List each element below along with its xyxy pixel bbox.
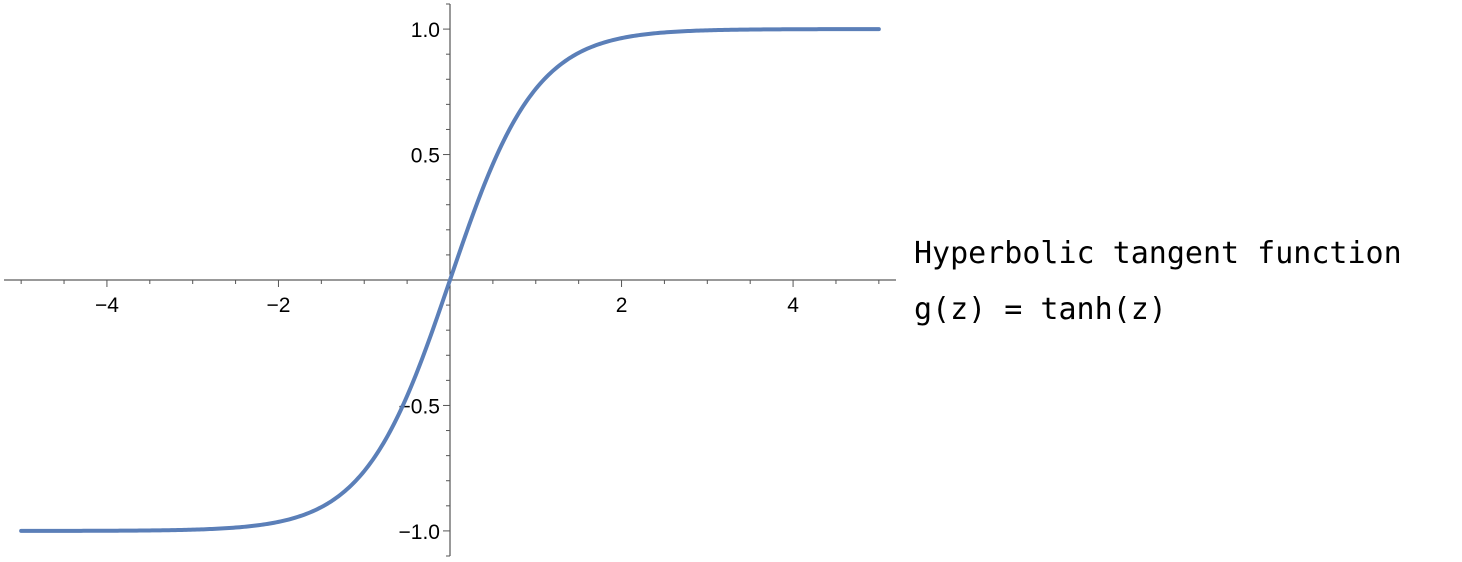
annotation-formula: g(z) = tanh(z) [914, 292, 1167, 327]
y-tick-label: 1.0 [411, 19, 440, 42]
x-tick-label: −2 [266, 294, 290, 317]
series-group [19, 27, 881, 533]
y-tick-label: −0.5 [399, 395, 440, 418]
y-tick-label: 0.5 [411, 145, 440, 168]
tanh-curve [19, 27, 881, 533]
y-tick-label: −1.0 [399, 521, 440, 544]
annotation-title: Hyperbolic tangent function [914, 236, 1402, 271]
x-tick-label: 2 [616, 294, 628, 317]
ticks [20, 3, 880, 557]
tick-labels: −4 −2 2 4 −1.0 −0.5 0.5 1.0 [95, 19, 799, 544]
x-tick-label: −4 [95, 294, 119, 317]
x-tick-label: 4 [787, 294, 799, 317]
